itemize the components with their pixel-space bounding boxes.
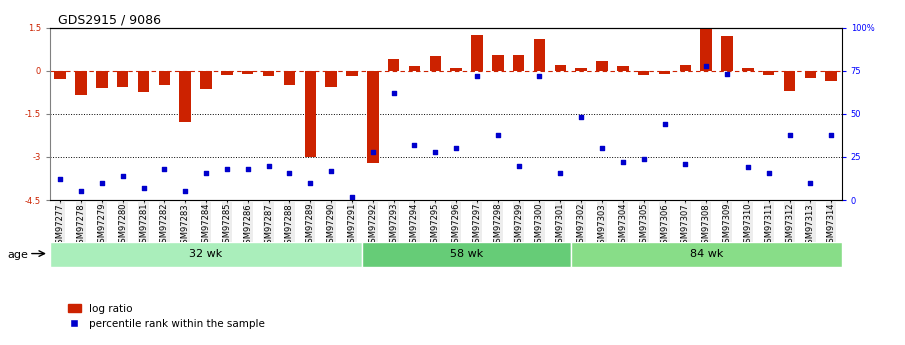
- Point: [636, 156, 651, 161]
- Bar: [347, 71, 357, 77]
- Point: [345, 194, 359, 199]
- Bar: [472, 35, 482, 71]
- Point: [470, 73, 484, 79]
- Bar: [75, 71, 87, 95]
- Legend: log ratio, percentile rank within the sample: log ratio, percentile rank within the sa…: [64, 299, 269, 333]
- Bar: [721, 36, 733, 71]
- Point: [511, 163, 526, 168]
- Bar: [158, 71, 170, 85]
- Text: 32 wk: 32 wk: [189, 249, 223, 259]
- Point: [324, 168, 338, 174]
- Bar: [451, 68, 462, 71]
- Bar: [555, 65, 566, 71]
- Point: [116, 173, 130, 179]
- Bar: [492, 55, 503, 71]
- Point: [595, 146, 609, 151]
- Point: [386, 90, 401, 96]
- Point: [95, 180, 110, 186]
- Bar: [534, 39, 545, 71]
- Point: [137, 185, 151, 191]
- Bar: [700, 26, 712, 71]
- Bar: [362, 241, 571, 267]
- Point: [678, 161, 692, 167]
- Bar: [200, 71, 212, 89]
- Point: [303, 180, 318, 186]
- Point: [220, 166, 234, 172]
- Bar: [596, 61, 608, 71]
- Bar: [96, 71, 108, 88]
- Point: [74, 189, 89, 194]
- Point: [782, 132, 796, 137]
- Point: [428, 149, 443, 155]
- Bar: [825, 71, 837, 81]
- Point: [553, 170, 567, 175]
- Point: [719, 71, 734, 77]
- Text: GDS2915 / 9086: GDS2915 / 9086: [58, 13, 161, 27]
- Point: [491, 132, 505, 137]
- Bar: [763, 71, 775, 75]
- Bar: [242, 71, 253, 73]
- Text: 58 wk: 58 wk: [450, 249, 483, 259]
- Point: [157, 166, 172, 172]
- Bar: [367, 71, 378, 163]
- Point: [53, 177, 68, 182]
- Bar: [283, 71, 295, 85]
- Bar: [138, 71, 149, 92]
- Bar: [805, 71, 816, 78]
- Point: [178, 189, 193, 194]
- Text: 84 wk: 84 wk: [690, 249, 723, 259]
- Point: [262, 163, 276, 168]
- Bar: [742, 68, 754, 71]
- Point: [615, 159, 630, 165]
- Bar: [513, 55, 524, 71]
- Text: age: age: [7, 250, 28, 259]
- Bar: [680, 65, 691, 71]
- Point: [574, 115, 588, 120]
- Point: [657, 121, 672, 127]
- Bar: [117, 71, 129, 87]
- Point: [241, 166, 255, 172]
- Bar: [388, 59, 399, 71]
- Bar: [50, 241, 362, 267]
- Point: [532, 73, 547, 79]
- Point: [366, 149, 380, 155]
- Bar: [54, 71, 66, 79]
- Bar: [571, 241, 842, 267]
- Point: [199, 170, 214, 175]
- Bar: [638, 71, 650, 75]
- Bar: [576, 68, 587, 71]
- Bar: [179, 71, 191, 122]
- Bar: [430, 56, 441, 71]
- Bar: [784, 71, 795, 91]
- Bar: [326, 71, 337, 87]
- Point: [282, 170, 297, 175]
- Bar: [617, 66, 629, 71]
- Point: [449, 146, 463, 151]
- Bar: [221, 71, 233, 75]
- Bar: [409, 66, 420, 71]
- Point: [803, 180, 817, 186]
- Bar: [304, 71, 316, 157]
- Bar: [262, 71, 274, 77]
- Point: [699, 63, 713, 68]
- Bar: [659, 71, 671, 73]
- Point: [740, 165, 755, 170]
- Point: [824, 132, 838, 137]
- Point: [761, 170, 776, 175]
- Point: [407, 142, 422, 148]
